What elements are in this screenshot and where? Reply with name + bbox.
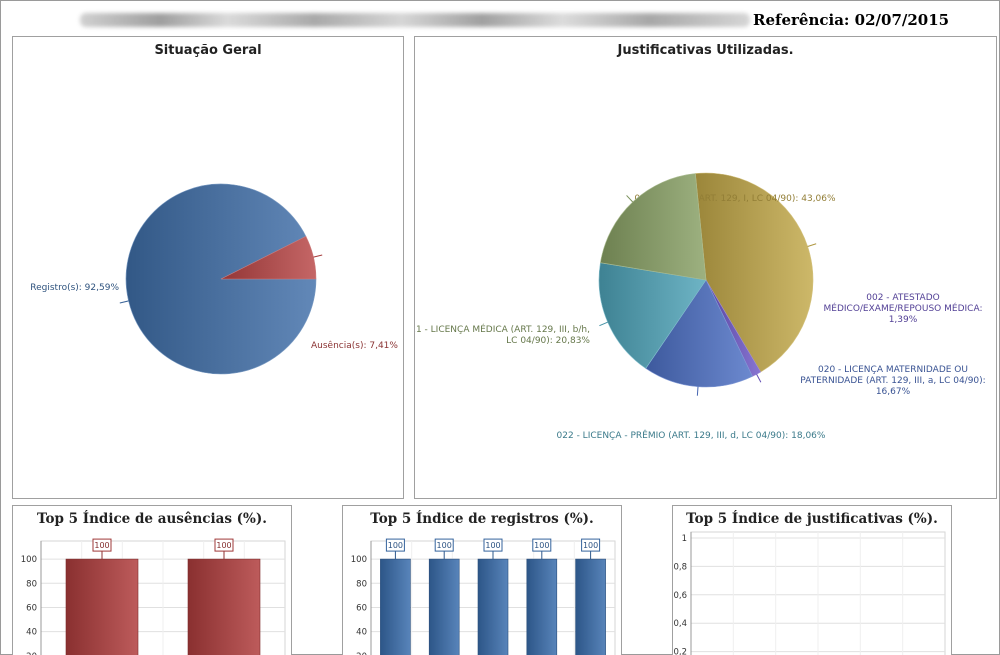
- pie-slice-label: 020 - LICENÇA MATERNIDADE OU PATERNIDADE …: [800, 365, 985, 397]
- y-tick-label: 0,2: [673, 648, 687, 655]
- justificativas-title: Justificativas Utilizadas.: [617, 43, 794, 58]
- bar: [575, 558, 606, 655]
- bar: [428, 558, 460, 655]
- top5-ausencias-panel: Top 5 Índice de ausências (%). 100 80 60 40…: [12, 505, 292, 655]
- y-tick-label: 1: [682, 534, 687, 544]
- data-label-box: [581, 538, 601, 552]
- pie-leader-line: [756, 374, 762, 383]
- bar-data-label: 100: [437, 541, 452, 550]
- data-label-box: [214, 538, 234, 552]
- data-label-box: [483, 538, 503, 552]
- reference-date: Referência: 02/07/2015: [753, 11, 950, 29]
- y-tick-label: 40: [26, 628, 37, 638]
- y-tick-label: 0,8: [673, 562, 687, 572]
- top5-ausencias-title: Top 5 Índice de ausências (%).: [37, 511, 267, 527]
- pie-leader-line: [599, 321, 608, 327]
- y-tick-label: 60: [356, 603, 367, 613]
- situacao-geral-pie-chart: Registro(s): 92,59% Ausência(s): 7,41%: [30, 183, 398, 375]
- justificativas-pie-chart: 019 - FÉRIAS (ART. 129, I, LC 04/90): 43…: [415, 172, 986, 441]
- pie-slice: [598, 262, 707, 369]
- y-tick-label: 0,6: [673, 591, 687, 601]
- pie-slice-label: 022 - LICENÇA - PRÊMIO (ART. 129, III, d…: [557, 429, 826, 441]
- bar: [526, 558, 558, 655]
- top5-registros-title: Top 5 Índice de registros (%).: [370, 511, 594, 527]
- redacted-organization-name: [80, 13, 750, 27]
- report-header: Referência: 02/07/2015: [70, 8, 960, 34]
- bar-data-label: 100: [94, 541, 109, 550]
- bar-data-label: 100: [388, 541, 403, 550]
- pie-slice-label: Ausência(s): 7,41%: [311, 340, 398, 351]
- justificativas-panel: Justificativas Utilizadas. 019 - FÉRIAS …: [414, 36, 997, 499]
- top5-justificativas-bar-chart: 1 0,8 0,6 0,4 0,2: [673, 531, 946, 655]
- bar: [65, 558, 139, 655]
- y-tick-label: 40: [356, 628, 367, 638]
- y-tick-label: 20: [356, 652, 367, 655]
- data-label-box: [92, 538, 112, 552]
- data-label-box: [385, 538, 405, 552]
- y-tick-label: 0,4: [673, 619, 687, 629]
- data-label-box: [532, 538, 552, 552]
- top5-justificativas-title: Top 5 Índice de justificativas (%).: [686, 511, 938, 527]
- situacao-geral-panel: Situação Geral Registro(s): 92,59% Ausênc…: [12, 36, 404, 499]
- bar-data-label: 100: [216, 541, 231, 550]
- data-label-box: [434, 538, 454, 552]
- bar: [187, 558, 261, 655]
- bar-data-label: 100: [583, 541, 598, 550]
- pie-leader-line: [626, 195, 634, 203]
- pie-slice: [600, 173, 707, 281]
- top5-justificativas-panel: Top 5 Índice de justificativas (%). 1 0,8…: [672, 505, 952, 655]
- y-tick-label: 80: [26, 579, 37, 589]
- top5-registros-bar-chart: 100 80 60 40 20 100 100 100 100 100: [351, 538, 616, 655]
- bar: [477, 558, 509, 655]
- y-tick-label: 100: [21, 555, 37, 565]
- pie-leader-line: [807, 243, 817, 248]
- top5-ausencias-bar-chart: 100 80 60 40 20 100 100: [21, 538, 286, 655]
- pie-slice-label: 021 - LICENÇA MÉDICA (ART. 129, III, b/h…: [415, 323, 590, 346]
- bar-data-label: 100: [534, 541, 549, 550]
- pie-slice-label: Registro(s): 92,59%: [30, 283, 119, 293]
- y-tick-label: 100: [351, 555, 367, 565]
- top5-registros-panel: Top 5 Índice de registros (%). 100 80 60 40…: [342, 505, 622, 655]
- pie-slice: [645, 279, 753, 388]
- y-tick-label: 20: [26, 652, 37, 655]
- y-tick-label: 60: [26, 603, 37, 613]
- pie-slice-label: 002 - ATESTADO MÉDICO/EXAME/REPOUSO MÉDIC…: [824, 293, 983, 325]
- pie-leader-line: [119, 300, 129, 304]
- y-tick-label: 80: [356, 579, 367, 589]
- bar-data-label: 100: [485, 541, 500, 550]
- bar: [380, 558, 411, 655]
- situacao-geral-title: Situação Geral: [154, 43, 262, 58]
- pie-leader-line: [313, 254, 323, 258]
- pie-leader-line: [696, 386, 699, 396]
